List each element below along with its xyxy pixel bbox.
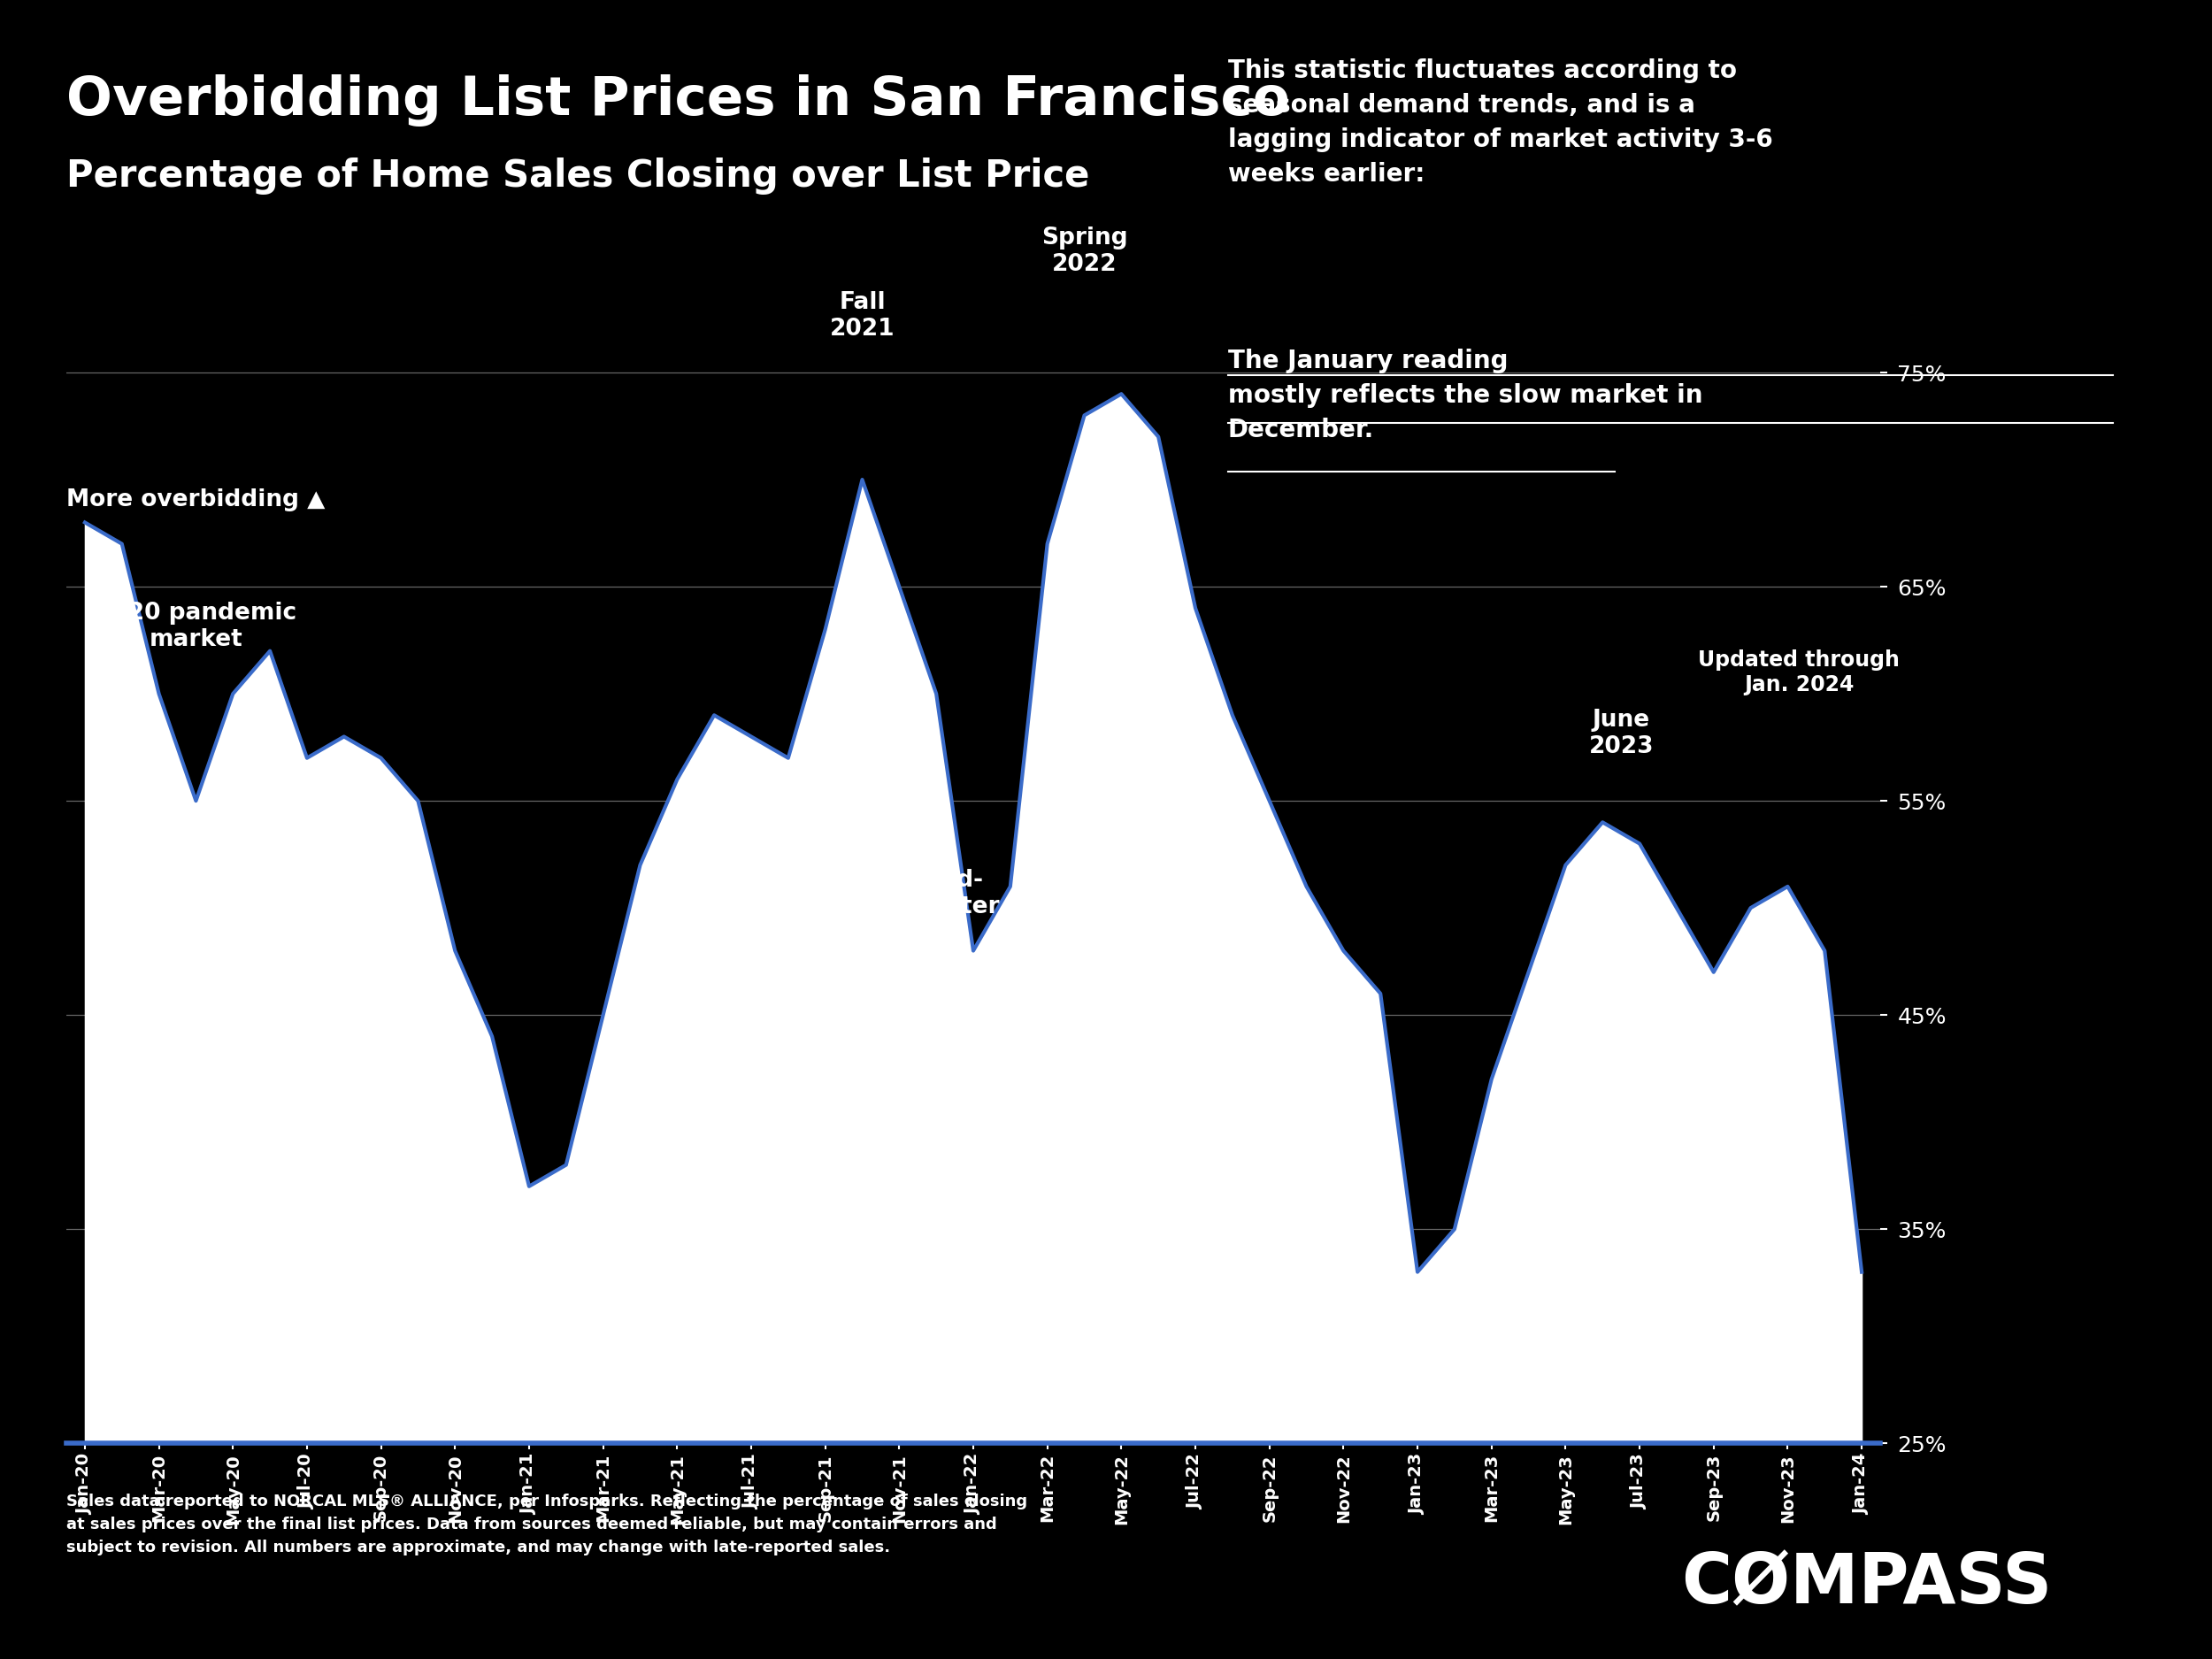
Text: The January reading
mostly reflects the slow market in
December.: The January reading mostly reflects the …: [1228, 348, 1703, 443]
Text: CØMPASS: CØMPASS: [1681, 1550, 2053, 1618]
Text: 2020 pandemic
market: 2020 pandemic market: [95, 601, 296, 650]
Text: Sales data reported to NORCAL MLS® ALLIANCE, per Infosparks. Reflecting the perc: Sales data reported to NORCAL MLS® ALLIA…: [66, 1493, 1026, 1556]
Text: Mid-
Winter: Mid- Winter: [1374, 1297, 1462, 1347]
Text: This statistic fluctuates according to
seasonal demand trends, and is a
lagging : This statistic fluctuates according to s…: [1228, 58, 1772, 186]
Text: Fall
2021: Fall 2021: [830, 290, 896, 340]
Text: Mid-
Winter: Mid- Winter: [540, 1254, 628, 1304]
Text: Updated through
Jan. 2024: Updated through Jan. 2024: [1699, 649, 1900, 695]
Text: More overbidding ▲: More overbidding ▲: [66, 489, 325, 511]
Text: Spring
2022: Spring 2022: [1042, 227, 1128, 275]
Text: June
2023: June 2023: [1588, 708, 1655, 758]
Text: Percentage of Home Sales Closing over List Price: Percentage of Home Sales Closing over Li…: [66, 158, 1091, 194]
Text: Overbidding List Prices in San Francisco: Overbidding List Prices in San Francisco: [66, 75, 1290, 126]
Text: Mid-
Winter: Mid- Winter: [911, 869, 1000, 919]
